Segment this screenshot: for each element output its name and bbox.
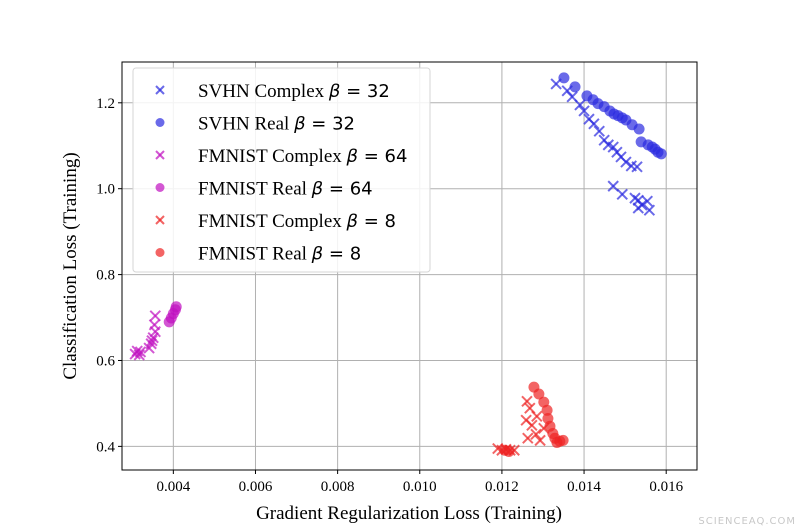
axes-frame [121, 61, 698, 471]
y-tick-label: 0.8 [96, 268, 115, 284]
cross-point [620, 156, 632, 168]
ticks: 0.004 0.006 0.008 0.010 0.012 0.014 0.016 0.4 0.… [96, 96, 683, 495]
circle-point [655, 148, 667, 160]
circle-point [503, 446, 515, 458]
y-tick-label: 0.6 [96, 353, 115, 369]
cross-point [578, 105, 590, 117]
cross-point [133, 349, 145, 361]
cross-point [522, 432, 534, 444]
series-1 [558, 72, 667, 160]
cross-point [607, 180, 619, 192]
x-tick-label: 0.004 [156, 479, 190, 495]
y-tick-label: 1.2 [96, 96, 115, 112]
circle-point [541, 404, 553, 416]
y-axis-label: Classification Loss (Training) [60, 152, 81, 379]
legend: SVHN Complex β = 32 SVHN Real β = 32 FMNIS… [132, 67, 431, 273]
legend-circle-marker [155, 248, 165, 257]
cross-point [146, 335, 158, 347]
legend-circle-marker [155, 118, 165, 127]
x-tick-label: 0.008 [321, 479, 355, 495]
x-axis-label: Gradient Regularization Loss (Training) [256, 503, 562, 524]
cross-point [607, 141, 619, 153]
legend-label: FMNIST Real β = 64 [198, 179, 373, 200]
cross-point [643, 204, 656, 216]
series-2 [129, 310, 161, 361]
circle-point [551, 437, 563, 449]
watermark: SCIENCEAQ.COM [698, 516, 796, 527]
x-tick-label: 0.012 [485, 479, 519, 495]
legend-cross-marker [155, 215, 165, 225]
legend-label: SVHN Real β = 32 [198, 114, 355, 135]
cross-point [534, 434, 546, 447]
cross-point [588, 118, 600, 130]
legend-label: FMNIST Complex β = 64 [198, 146, 407, 167]
x-tick-label: 0.016 [649, 479, 683, 495]
series-5 [499, 381, 569, 458]
cross-point [530, 428, 542, 441]
series-3 [163, 301, 182, 328]
y-tick-label: 0.4 [96, 439, 115, 455]
cross-point [531, 410, 543, 423]
cross-point [632, 194, 644, 206]
legend-label: FMNIST Real β = 8 [198, 244, 361, 265]
x-tick-label: 0.014 [567, 479, 601, 495]
cross-point [593, 125, 605, 137]
x-tick-label: 0.010 [403, 479, 437, 495]
legend-circle-marker [155, 183, 165, 192]
legend-label: FMNIST Complex β = 8 [198, 211, 396, 232]
cross-point [631, 161, 643, 173]
cross-point [641, 195, 654, 207]
circle-point [569, 81, 581, 93]
legend-cross-marker [155, 150, 165, 160]
cross-point [134, 346, 147, 358]
cross-point [143, 342, 155, 354]
cross-point [526, 419, 538, 432]
circle-point [633, 123, 645, 135]
legend-cross-marker [155, 85, 165, 95]
circle-point [170, 301, 182, 313]
circle-point [533, 388, 545, 400]
cross-point [521, 395, 533, 407]
legend-label: SVHN Complex β = 32 [198, 81, 390, 102]
cross-point [149, 310, 161, 322]
y-tick-label: 1.0 [96, 182, 115, 198]
cross-point [574, 99, 586, 111]
cross-point [616, 188, 628, 200]
data-points [129, 72, 667, 458]
legend-box [132, 67, 431, 273]
circle-point [558, 72, 570, 84]
series-0 [550, 78, 656, 216]
x-tick-label: 0.006 [239, 479, 273, 495]
